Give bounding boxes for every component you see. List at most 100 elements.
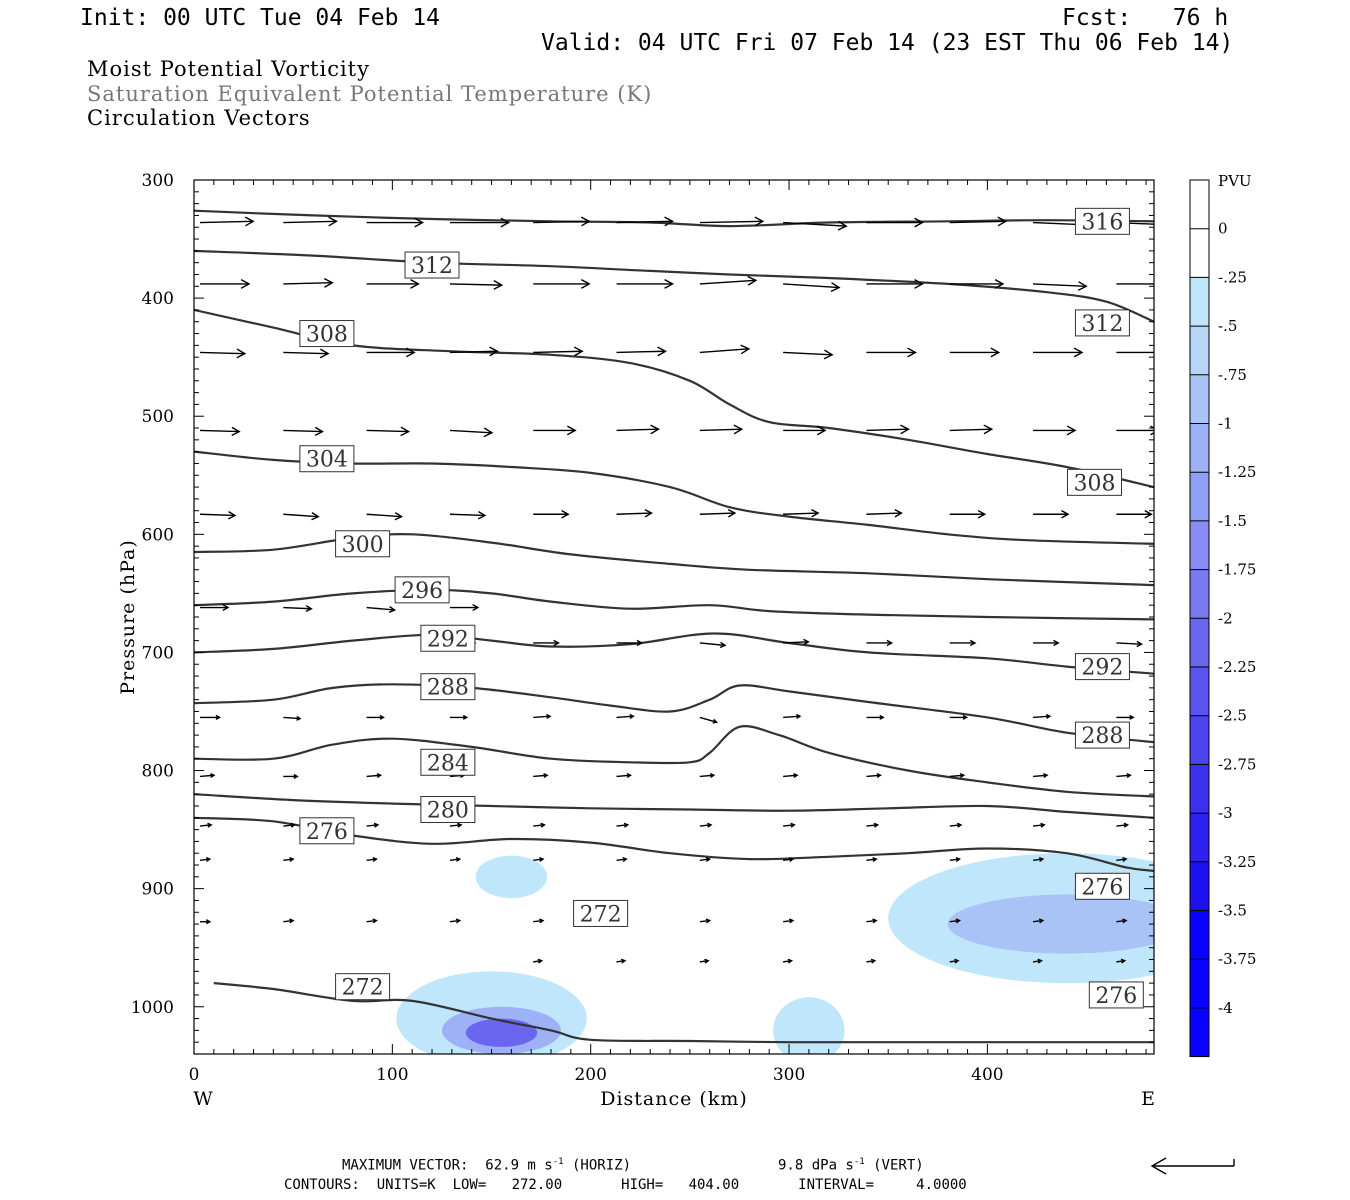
colorbar-box-10	[1190, 667, 1209, 716]
vector-arrow	[1032, 772, 1049, 779]
vector-arrow	[1033, 510, 1070, 519]
vector-arrow	[949, 856, 962, 863]
theta-e-contour-312-1	[194, 249, 1154, 323]
vector-arrow	[783, 772, 799, 779]
vector-arrow	[1033, 347, 1084, 358]
colorbar: PVU 0 -.25 -.5 -.75 -1 -1.25 -1.5 -1.75 -2 -2.25 -2…	[1189, 172, 1256, 1058]
vector-arrow	[200, 919, 212, 925]
vector-arrow	[1032, 958, 1043, 964]
vector-arrow	[200, 714, 222, 721]
theta-e-contour-316-0	[194, 209, 1154, 228]
contour-label-9: 292	[1081, 656, 1123, 681]
contour-label-box-13	[420, 796, 476, 824]
title-mpv: Moist Potential Vorticity	[87, 57, 370, 81]
contour-label-box-16	[573, 899, 629, 927]
vector-arrow	[949, 639, 977, 647]
colorbar-box-13	[1190, 813, 1209, 862]
contour-label-box-18	[1088, 981, 1144, 1009]
vector-arrow	[949, 424, 994, 435]
vector-arrow	[449, 280, 504, 290]
vector-arrow	[533, 918, 545, 924]
vector-arrow	[616, 639, 644, 647]
contour-label-18: 276	[1095, 984, 1137, 1009]
vector-arrow	[866, 347, 917, 358]
vector-arrow	[616, 856, 628, 863]
contour-label-box-11	[1074, 721, 1130, 749]
vector-arrow	[866, 217, 924, 228]
vector-arrow	[783, 638, 810, 646]
vector-arrow	[866, 958, 877, 964]
y-tick-label: 600	[142, 525, 174, 545]
max-vector-horiz-exp: -1	[552, 1157, 564, 1167]
vector-arrow	[783, 220, 848, 231]
vector-arrow	[866, 714, 885, 720]
contour-label-2: 312	[1081, 312, 1123, 337]
colorbar-label: -1.25	[1218, 463, 1256, 481]
x-axis-title: Distance (km)	[600, 1088, 748, 1110]
forecast-hour: Fcst: 76 h	[1062, 5, 1229, 31]
colorbar-box-1	[1190, 228, 1209, 278]
theta-e-contour-276-10	[194, 816, 1154, 872]
theta-e-contour-280-9	[194, 793, 1154, 819]
vector-arrow	[699, 716, 719, 724]
contour-label-8: 292	[427, 627, 469, 652]
vector-arrow	[783, 425, 827, 436]
vector-arrow	[1116, 510, 1153, 519]
colorbar-label: -4	[1218, 999, 1233, 1017]
colorbar-box-5	[1190, 423, 1209, 473]
vector-arrow	[699, 772, 716, 779]
vector-arrow	[200, 279, 251, 289]
contour-label-box-15	[1074, 872, 1130, 900]
contour-label-10: 288	[427, 676, 469, 701]
vector-arrow	[783, 713, 802, 719]
vector-arrow	[449, 427, 494, 438]
contour-label-0: 316	[1081, 210, 1123, 235]
vector-arrow	[699, 918, 712, 924]
vector-arrow	[199, 348, 247, 359]
vector-arrow	[866, 279, 924, 289]
y-tick-label: 1000	[131, 998, 174, 1018]
vector-arrow	[366, 606, 397, 614]
vector-arrow	[1116, 856, 1128, 863]
contour-label-17: 272	[342, 976, 384, 1001]
vector-arrow	[283, 773, 299, 779]
vector-arrow	[949, 714, 969, 720]
mpv-shading	[396, 853, 1154, 1054]
vector-arrow	[616, 424, 660, 435]
vector-arrow	[533, 822, 546, 828]
vector-arrow	[449, 822, 463, 828]
vector-arrow	[533, 639, 560, 647]
contour-label-box-12	[420, 748, 476, 776]
theta-e-contour-292-6	[194, 632, 1154, 675]
contour-label-box-4	[1066, 468, 1122, 496]
max-vector-vert-note: 9.8 dPa s-1 (VERT)	[778, 1157, 924, 1174]
vector-arrow	[199, 856, 212, 863]
vector-arrow	[616, 279, 674, 289]
colorbar-label: -3.75	[1218, 950, 1256, 968]
vector-arrow	[283, 715, 302, 721]
vector-arrow	[1116, 425, 1154, 436]
vector-arrow	[1116, 822, 1130, 828]
y-tick-label: 900	[142, 880, 174, 900]
vector-arrow	[283, 856, 295, 863]
contour-label-box-1	[404, 251, 460, 279]
title-theta-e: Saturation Equivalent Potential Temperat…	[87, 82, 653, 106]
vector-arrow	[1116, 772, 1132, 779]
colorbar-box-7	[1190, 520, 1209, 570]
colorbar-label: -2	[1218, 609, 1233, 627]
contour-label-14: 276	[306, 820, 348, 845]
vector-arrow	[1116, 640, 1144, 648]
vector-arrow	[949, 772, 966, 779]
vector-arrow	[699, 822, 713, 828]
vector-arrow	[366, 918, 378, 924]
max-vector-horiz-tag: (HORIZ)	[563, 1157, 631, 1174]
max-vector-vert: 9.8 dPa s	[778, 1157, 854, 1174]
vector-arrow	[866, 822, 880, 828]
colorbar-box-6	[1190, 472, 1209, 521]
vector-arrow	[449, 511, 487, 520]
vector-arrow	[866, 856, 878, 863]
colorbar-unit: PVU	[1218, 172, 1252, 190]
vector-arrow	[949, 958, 960, 964]
vector-arrow	[199, 216, 255, 227]
contour-label-box-3	[299, 320, 355, 348]
